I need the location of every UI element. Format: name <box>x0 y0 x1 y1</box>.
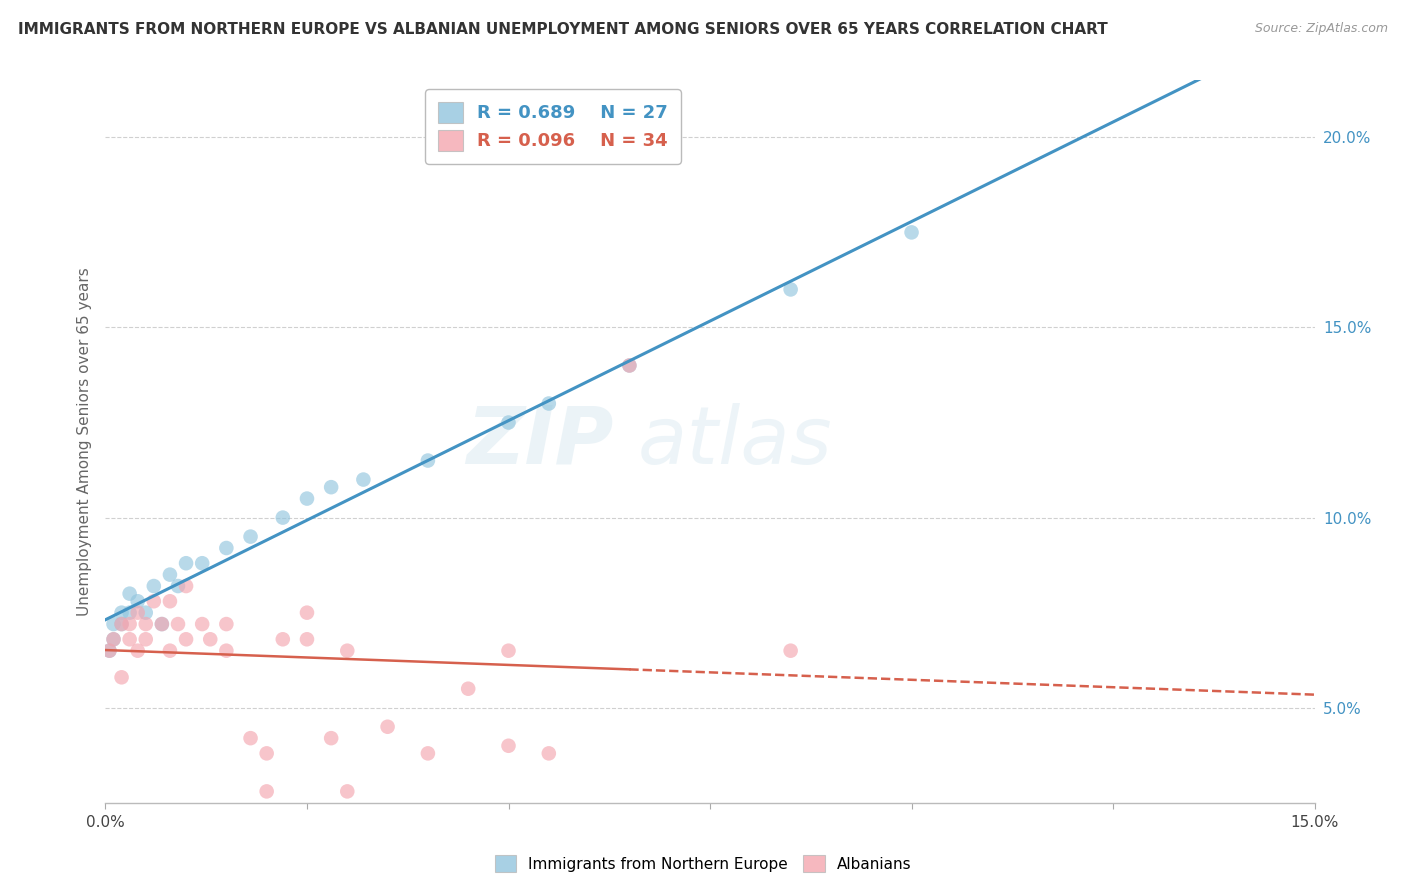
Point <box>239 731 262 746</box>
Legend: Immigrants from Northern Europe, Albanians: Immigrants from Northern Europe, Albania… <box>486 847 920 880</box>
Point <box>142 594 165 608</box>
Point <box>215 541 238 555</box>
Text: Source: ZipAtlas.com: Source: ZipAtlas.com <box>1254 22 1388 36</box>
Point <box>159 567 181 582</box>
Point <box>191 617 214 632</box>
Point <box>215 617 238 632</box>
Point <box>457 681 479 696</box>
Point <box>135 617 157 632</box>
Point <box>174 556 197 570</box>
Point <box>336 643 359 657</box>
Point <box>103 632 125 647</box>
Point <box>150 617 173 632</box>
Point <box>103 632 125 647</box>
Text: IMMIGRANTS FROM NORTHERN EUROPE VS ALBANIAN UNEMPLOYMENT AMONG SENIORS OVER 65 Y: IMMIGRANTS FROM NORTHERN EUROPE VS ALBAN… <box>18 22 1108 37</box>
Point <box>498 739 520 753</box>
Point <box>127 643 149 657</box>
Point <box>498 643 520 657</box>
Point <box>98 643 121 657</box>
Point <box>779 282 801 296</box>
Point <box>215 643 238 657</box>
Point <box>295 606 318 620</box>
Point <box>295 632 318 647</box>
Point <box>256 784 278 798</box>
Point <box>110 617 132 632</box>
Point <box>142 579 165 593</box>
Point <box>167 579 190 593</box>
Point <box>174 579 197 593</box>
Point <box>110 606 132 620</box>
Legend: R = 0.689    N = 27, R = 0.096    N = 34: R = 0.689 N = 27, R = 0.096 N = 34 <box>425 89 681 163</box>
Point <box>200 632 222 647</box>
Point <box>118 632 141 647</box>
Point <box>191 556 214 570</box>
Y-axis label: Unemployment Among Seniors over 65 years: Unemployment Among Seniors over 65 years <box>76 268 91 615</box>
Point <box>150 617 173 632</box>
Point <box>619 359 641 373</box>
Point <box>271 510 294 524</box>
Point <box>416 453 439 467</box>
Point <box>416 747 439 761</box>
Point <box>537 396 560 410</box>
Point <box>103 617 125 632</box>
Point <box>98 643 121 657</box>
Point <box>239 530 262 544</box>
Point <box>256 747 278 761</box>
Point <box>135 606 157 620</box>
Point <box>271 632 294 647</box>
Point <box>619 359 641 373</box>
Point <box>159 594 181 608</box>
Point <box>321 731 343 746</box>
Point <box>352 473 374 487</box>
Point <box>159 643 181 657</box>
Point <box>377 720 399 734</box>
Point <box>118 617 141 632</box>
Point <box>127 594 149 608</box>
Point <box>127 606 149 620</box>
Point <box>118 606 141 620</box>
Point <box>174 632 197 647</box>
Point <box>537 747 560 761</box>
Text: ZIP: ZIP <box>465 402 613 481</box>
Point <box>110 617 132 632</box>
Point <box>118 587 141 601</box>
Point <box>900 226 922 240</box>
Point <box>295 491 318 506</box>
Point <box>779 643 801 657</box>
Point <box>110 670 132 684</box>
Point <box>135 632 157 647</box>
Point <box>321 480 343 494</box>
Point <box>167 617 190 632</box>
Point <box>336 784 359 798</box>
Text: atlas: atlas <box>637 402 832 481</box>
Point <box>498 416 520 430</box>
